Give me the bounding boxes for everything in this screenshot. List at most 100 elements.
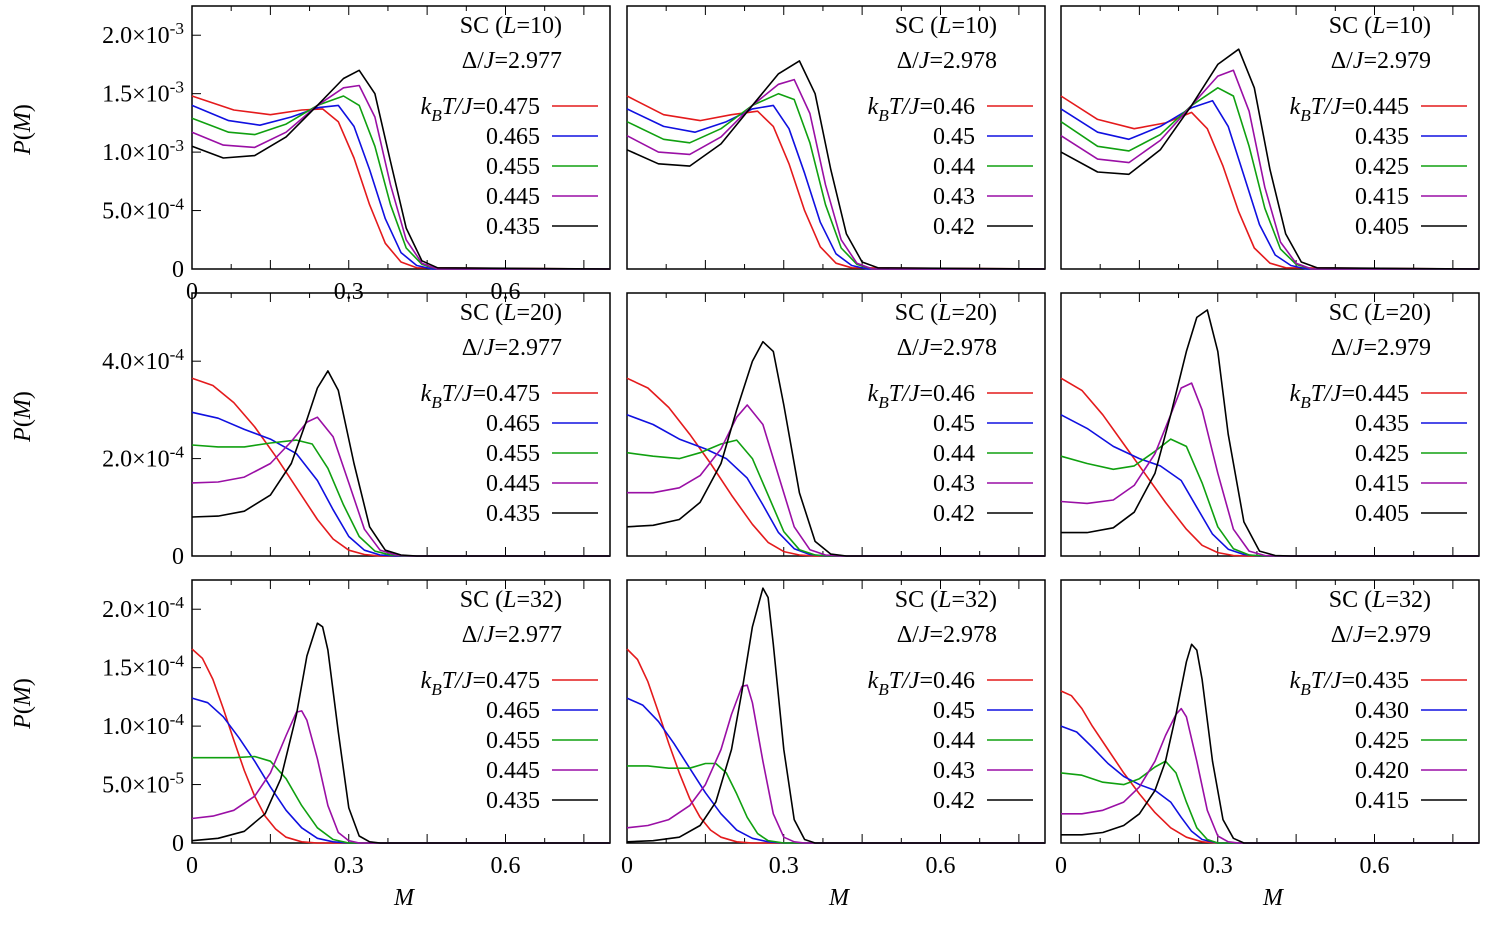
legend-label: 0.415 (1355, 471, 1409, 497)
y-tick-label: 1.0×10-3​ (102, 136, 184, 166)
panel-2-0: 0 0.3 0.6 0 5.0×10-5​ 1.0×10-4​ 1.5×10-4​ 2.0×1… (10, 579, 611, 911)
y-tick-label: 1.0×10-4​ (102, 710, 184, 740)
panel-subtitle: Δ/J=2.978 (897, 48, 997, 74)
panel-subtitle: Δ/J=2.979 (1331, 48, 1431, 74)
x-tick-label: 0 (1055, 853, 1067, 879)
panel-title: SC (L=20) (1329, 300, 1431, 326)
legend-label: 0.465 (486, 698, 540, 724)
series-line-0.44 (626, 92, 1045, 270)
y-axis-label: P(M) (10, 391, 36, 443)
series-line-0.46 (626, 95, 1046, 270)
series-line-0.43 (626, 684, 1045, 844)
legend-label: 0.425 (1355, 728, 1409, 754)
series-line-0.455 (192, 755, 610, 844)
x-axis-label: M (828, 885, 851, 911)
series-line-0.475 (191, 377, 610, 557)
y-tick-label: 2.0×10-3​ (102, 19, 184, 49)
legend-label: 0.455 (486, 441, 540, 467)
y-tick-label: 1.5×10-4​ (102, 652, 184, 682)
y-tick-label: 4.0×10-4​ (102, 345, 184, 375)
series-line-0.445 (191, 84, 610, 270)
legend-label: 0.42 (933, 788, 975, 814)
legend-label: kBT/J=0.46 (868, 94, 975, 125)
x-tick-label: 0 (186, 279, 198, 305)
series-line-0.415 (1061, 643, 1479, 844)
plot-frame (626, 292, 1046, 557)
plot-frame (1060, 579, 1480, 844)
series-line-0.445 (191, 710, 610, 844)
legend-label: 0.42 (933, 501, 975, 527)
panel-2-1: 0 0.3 0.6 M SC (L=32) Δ/J=2.978 kBT/J=0.460.45… (621, 579, 1046, 911)
legend-label: 0.465 (486, 411, 540, 437)
series-line-0.455 (191, 439, 610, 557)
series-line-0.435 (1060, 414, 1479, 557)
legend-label: 0.45 (933, 411, 975, 437)
series-line-0.445 (191, 416, 610, 557)
y-tick-label: 1.5×10-3​ (102, 78, 184, 108)
legend-label: 0.43 (933, 758, 975, 784)
series-line-0.415 (1060, 382, 1479, 557)
legend-label: 0.425 (1355, 441, 1409, 467)
series-line-0.435 (191, 370, 610, 557)
panel-subtitle: Δ/J=2.978 (897, 622, 997, 648)
panel-subtitle: Δ/J=2.978 (897, 335, 997, 361)
legend-label: 0.405 (1355, 214, 1409, 240)
legend-label: 0.425 (1355, 154, 1409, 180)
legend-label: 0.43 (933, 471, 975, 497)
panel-title: SC (L=32) (1329, 587, 1431, 613)
x-tick-label: 0 (621, 853, 633, 879)
legend-label: 0.435 (486, 214, 540, 240)
y-tick-label: 5.0×10-4​ (102, 195, 184, 225)
plot-frame (626, 5, 1046, 270)
series-line-0.45 (626, 697, 1045, 844)
legend-label: 0.465 (486, 124, 540, 150)
x-tick-label: 0.3 (1203, 853, 1233, 879)
legend-label: kBT/J=0.46 (868, 668, 975, 699)
legend-label: 0.435 (1355, 411, 1409, 437)
legend-label: 0.445 (486, 758, 540, 784)
series-line-0.405 (1061, 309, 1479, 557)
legend-label: 0.45 (933, 698, 975, 724)
legend-label: kBT/J=0.445 (1290, 381, 1409, 412)
legend-label: 0.44 (933, 728, 975, 754)
series-line-0.44 (626, 439, 1045, 557)
series-line-0.46 (626, 377, 1045, 557)
panel-subtitle: Δ/J=2.979 (1331, 335, 1431, 361)
legend-label: kBT/J=0.475 (421, 94, 540, 125)
plot-frame (191, 579, 611, 844)
panel-title: SC (L=32) (895, 587, 997, 613)
legend-label: 0.455 (486, 728, 540, 754)
x-tick-label: 0 (186, 853, 198, 879)
legend-label: 0.43 (933, 184, 975, 210)
legend-label: kBT/J=0.435 (1290, 668, 1409, 699)
series-line-0.435 (1060, 690, 1479, 844)
legend-label: 0.44 (933, 154, 975, 180)
panel-subtitle: Δ/J=2.977 (462, 622, 562, 648)
panel-title: SC (L=10) (460, 13, 562, 39)
series-line-0.42 (626, 587, 1045, 844)
plot-frame (191, 292, 611, 557)
panel-1-1: SC (L=20) Δ/J=2.978 kBT/J=0.460.45 0.44 0.43… (626, 292, 1046, 557)
y-tick-label: 2.0×10-4​ (102, 443, 184, 473)
legend-label: 0.435 (1355, 124, 1409, 150)
series-line-0.445 (1060, 95, 1480, 270)
legend-label: kBT/J=0.475 (421, 668, 540, 699)
series-line-0.425 (1060, 438, 1479, 557)
legend-label: kBT/J=0.475 (421, 381, 540, 412)
legend-label: 0.45 (933, 124, 975, 150)
series-line-0.435 (191, 622, 610, 844)
x-tick-label: 0.6 (926, 853, 956, 879)
legend-label: 0.445 (486, 184, 540, 210)
legend-label: 0.44 (933, 441, 975, 467)
y-tick-label: 0 (172, 831, 184, 857)
y-tick-label: 2.0×10-4​ (102, 593, 184, 623)
legend-label: 0.430 (1355, 698, 1409, 724)
y-axis-label: P(M) (10, 104, 36, 156)
series-line-0.455 (191, 95, 610, 270)
plot-frame (1060, 292, 1480, 557)
panel-title: SC (L=10) (1329, 13, 1431, 39)
series-line-0.475 (191, 95, 611, 270)
